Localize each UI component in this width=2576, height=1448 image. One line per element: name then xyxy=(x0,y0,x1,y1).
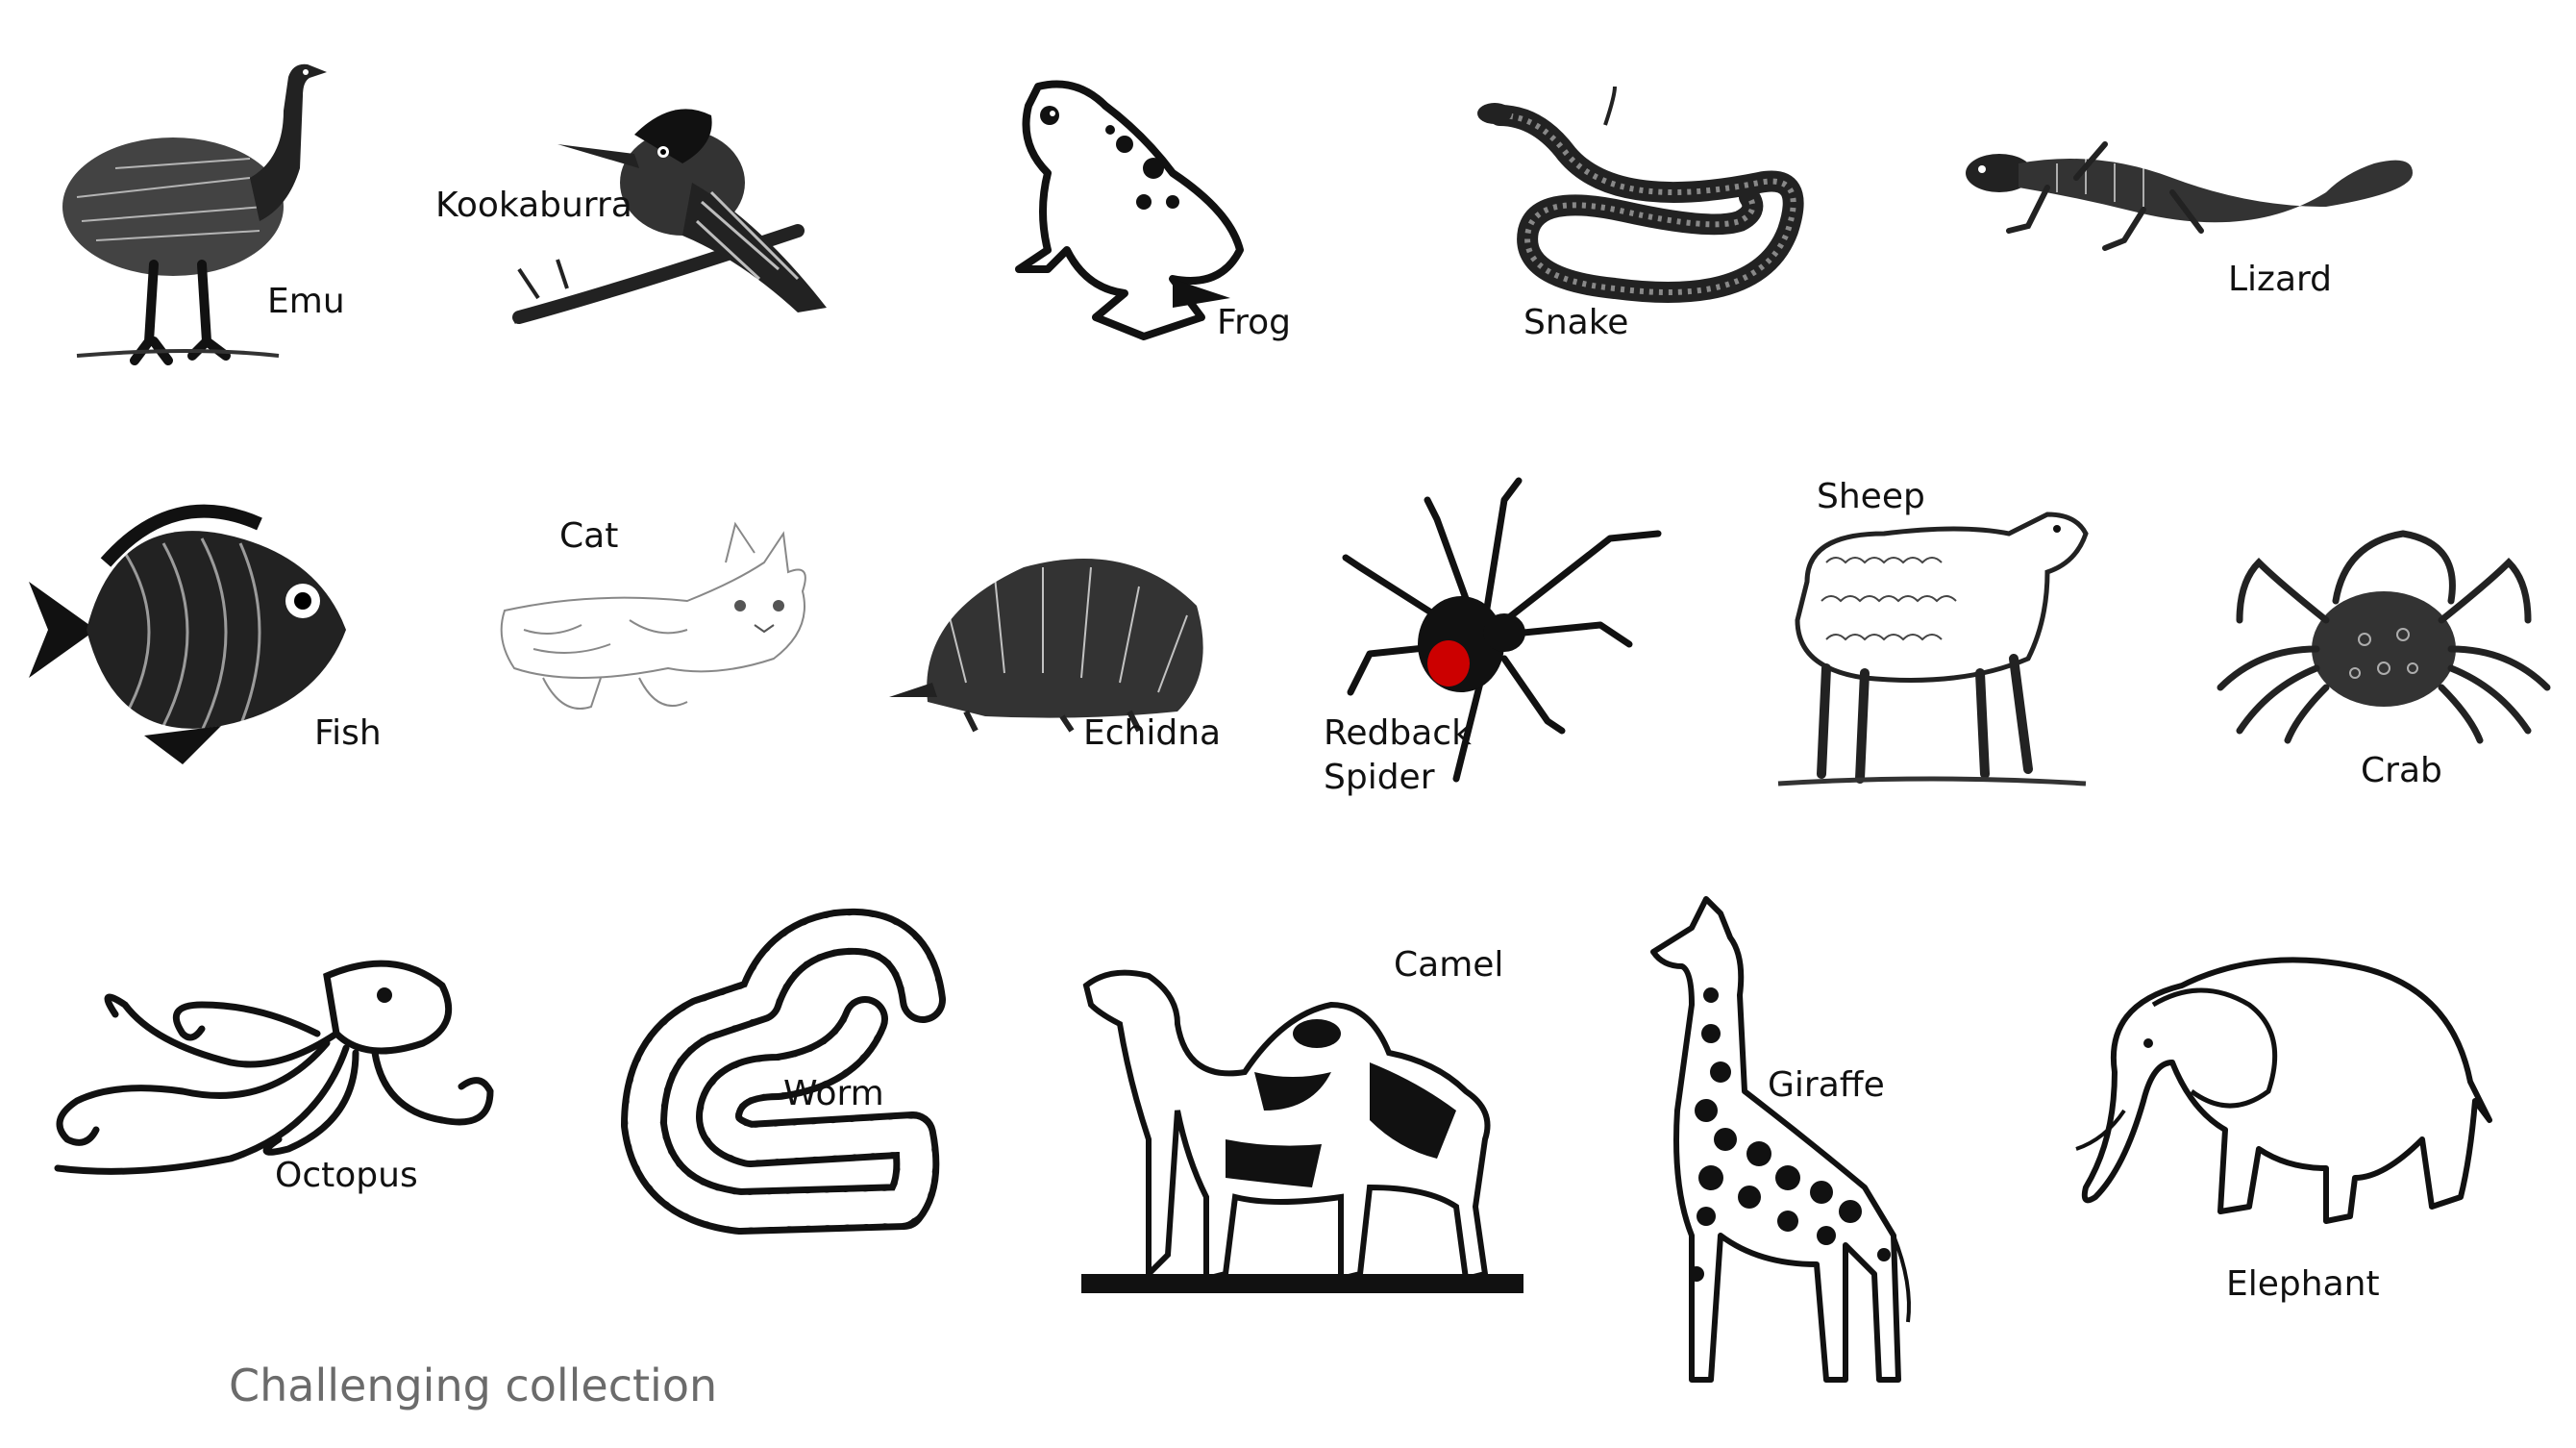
fish-label: Fish xyxy=(314,713,382,753)
lizard-label: Lizard xyxy=(2228,260,2333,299)
kookaburra-illustration xyxy=(509,77,875,346)
emu-label: Emu xyxy=(267,282,345,321)
frog-illustration xyxy=(1009,77,1259,346)
cat-illustration xyxy=(495,521,812,726)
elephant-label: Elephant xyxy=(2226,1264,2380,1304)
snake-label: Snake xyxy=(1523,303,1629,342)
giraffe-label: Giraffe xyxy=(1768,1065,1885,1105)
echidna-illustration xyxy=(889,529,1216,733)
frog-label: Frog xyxy=(1217,303,1291,342)
sheep-illustration xyxy=(1769,495,2095,793)
fish-illustration xyxy=(29,495,360,764)
worm-illustration xyxy=(621,908,952,1235)
snake-illustration xyxy=(1471,86,1817,317)
kookaburra-label: Kookaburra xyxy=(435,186,632,225)
crab-label: Crab xyxy=(2361,751,2442,790)
redback-spider-illustration xyxy=(1341,477,1668,783)
sheep-label: Sheep xyxy=(1817,477,1925,516)
elephant-illustration xyxy=(2067,947,2494,1240)
worm-label: Worm xyxy=(783,1074,884,1113)
camel-label: Camel xyxy=(1394,945,1504,985)
emu-illustration xyxy=(58,53,336,370)
giraffe-illustration xyxy=(1650,896,1932,1385)
cat-label: Cat xyxy=(559,516,619,556)
camel-illustration xyxy=(1081,966,1523,1298)
octopus-label: Octopus xyxy=(275,1156,418,1195)
octopus-illustration xyxy=(38,947,500,1187)
collection-title: Challenging collection xyxy=(229,1360,718,1411)
redback-spider-label: Redback Spider xyxy=(1324,713,1472,797)
lizard-illustration xyxy=(1961,135,2422,260)
crab-illustration xyxy=(2217,524,2551,744)
echidna-label: Echidna xyxy=(1083,713,1222,753)
